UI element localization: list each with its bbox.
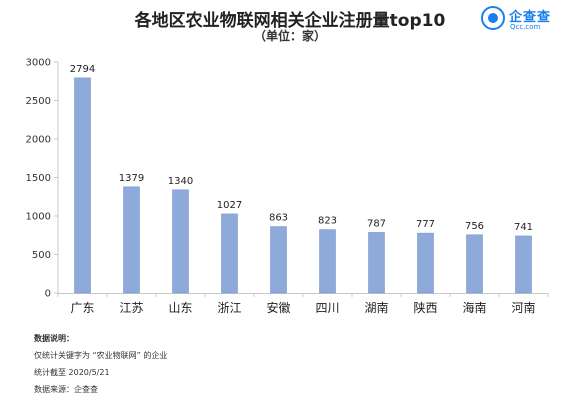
data-label: 1340 [168,176,193,187]
x-tick-label: 陕西 [413,300,437,315]
logo-subtext: Qcc.com [510,23,541,31]
data-label: 777 [416,219,435,230]
x-tick-label: 浙江 [217,301,241,315]
data-label: 756 [465,221,484,232]
bar [74,77,91,294]
x-tick-label: 山东 [168,301,192,315]
chart-title: 各地区农业物联网相关企业注册量top10 [134,11,446,31]
y-tick-label: 500 [32,250,51,261]
qichacha-logo-icon [481,6,505,30]
data-label: 787 [367,218,386,229]
y-tick-label: 3000 [26,58,51,69]
data-label: 2794 [70,64,95,75]
x-tick-label: 河南 [511,300,535,315]
y-tick-label: 1000 [26,212,51,223]
note-line: 数据来源：企查查 [34,385,98,394]
y-tick-label: 0 [45,289,51,300]
x-tick-label: 海南 [462,300,486,315]
logo-name: 企查查 [509,10,552,25]
note-line: 仅统计关键字为 “农业物联网” 的企业 [34,351,168,360]
bar [270,226,287,294]
x-tick-label: 江苏 [119,301,143,315]
y-tick-label: 1500 [26,173,51,184]
data-label: 863 [269,213,288,224]
chart-subtitle: （单位：家） [253,29,326,43]
data-label: 1027 [217,200,242,211]
y-tick-label: 2500 [26,96,51,107]
bar [221,213,238,294]
bar [368,232,385,294]
bar [123,186,140,294]
x-tick-label: 四川 [315,301,339,315]
bar [515,235,532,294]
note-line: 统计截至 2020/5/21 [34,368,110,377]
data-label: 741 [514,222,533,233]
data-label: 823 [318,216,337,227]
data-notes: 数据说明： 仅统计关键字为 “农业物联网” 的企业 统计截至 2020/5/21… [34,330,167,398]
y-tick-label: 2000 [26,135,51,146]
bar [319,229,336,294]
data-label: 1379 [119,173,144,184]
x-tick-label: 湖南 [364,300,388,315]
bar [172,189,189,294]
bar-chart: 0 500 1000 1500 2000 2500 3000 2794 广东 1379 江苏 1340… [26,58,549,315]
brand-logo: 企查查 Qcc.com [481,4,577,40]
x-tick-label: 安徽 [266,300,290,315]
x-tick-label: 广东 [70,301,94,315]
notes-heading: 数据说明： [34,334,74,343]
bar [417,232,434,294]
bar [466,234,483,294]
